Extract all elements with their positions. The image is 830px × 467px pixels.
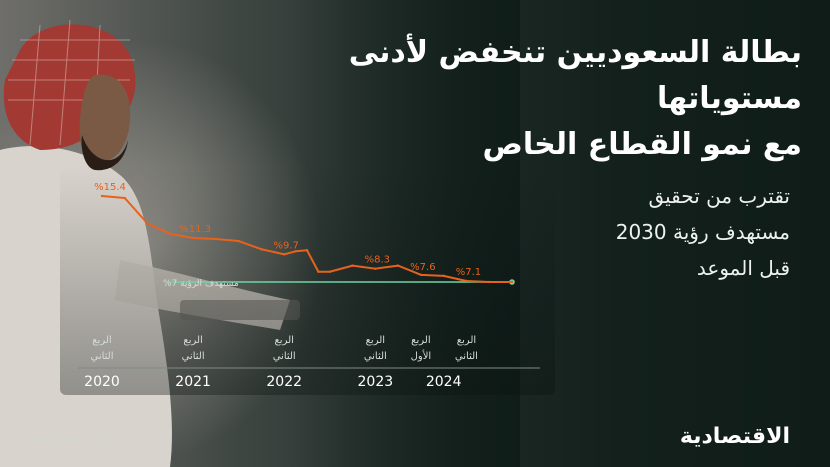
quarter-tick-label: الثاني	[273, 351, 296, 362]
quarter-tick-label: الربع	[457, 335, 476, 346]
data-label: %7.1	[456, 267, 481, 278]
side-note: تقترب من تحقيق مستهدف رؤية 2030 قبل المو…	[550, 178, 790, 286]
series-point	[328, 270, 331, 273]
series-point	[510, 280, 514, 284]
quarter-tick-label: الثاني	[364, 351, 387, 362]
series-point	[123, 196, 126, 200]
chart-panel	[60, 165, 555, 395]
data-label: %15.4	[94, 182, 126, 193]
headline: بطالة السعوديين تنخفض لأدنى مستوياتها مع…	[242, 30, 802, 168]
year-tick-label: 2020	[84, 374, 120, 390]
series-point	[488, 280, 491, 284]
quarter-tick-label: الثاني	[455, 351, 478, 362]
series-point	[169, 232, 172, 236]
quarter-tick-label: الثاني	[182, 351, 205, 362]
series-point	[465, 279, 468, 283]
headline-line-1: بطالة السعوديين تنخفض لأدنى مستوياتها	[348, 35, 802, 116]
headline-line-2: مع نمو القطاع الخاص	[482, 127, 803, 162]
series-point	[146, 222, 149, 225]
year-tick-label: 2023	[358, 374, 394, 390]
source-note: مصدر البيانات: الهيئة العامة للإحصاء	[20, 436, 169, 447]
quarter-tick-label: الأول	[411, 349, 432, 362]
series-point	[283, 253, 286, 256]
series-point	[260, 248, 263, 251]
quarter-tick-label: الربع	[274, 335, 293, 346]
data-label: %11.3	[179, 224, 211, 235]
target-label: مستهدف الرؤية 7%	[163, 279, 239, 289]
series-point	[214, 237, 218, 241]
series-point	[396, 264, 400, 267]
quarter-tick-label: الربع	[366, 335, 385, 346]
data-label: %8.3	[365, 255, 390, 266]
year-tick-label: 2024	[426, 374, 462, 390]
series-point	[442, 274, 445, 278]
side-note-line-1: تقترب من تحقيق	[648, 184, 790, 208]
series-point	[305, 249, 309, 252]
data-label: %7.6	[410, 262, 435, 273]
background-photo-man	[0, 0, 520, 467]
side-note-line-2: مستهدف رؤية 2030	[615, 220, 790, 244]
series-point	[191, 236, 195, 240]
series-line	[101, 195, 512, 283]
series-point	[351, 264, 354, 267]
year-tick-label: 2021	[175, 374, 211, 390]
quarter-tick-label: الربع	[183, 335, 202, 346]
quarter-tick-label: الربع	[92, 335, 111, 346]
publisher-logo: الاقتصادية	[679, 424, 790, 449]
series-point	[237, 239, 240, 243]
quarter-tick-label: الثاني	[90, 351, 113, 362]
series-point	[294, 250, 297, 253]
quarter-tick-label: الربع	[411, 335, 430, 346]
year-tick-label: 2022	[266, 374, 302, 390]
data-label: %9.7	[274, 240, 299, 251]
series-point	[419, 273, 423, 277]
series-point	[100, 194, 104, 198]
series-point	[374, 267, 377, 270]
series-point	[317, 270, 320, 273]
side-note-line-3: قبل الموعد	[696, 256, 790, 280]
